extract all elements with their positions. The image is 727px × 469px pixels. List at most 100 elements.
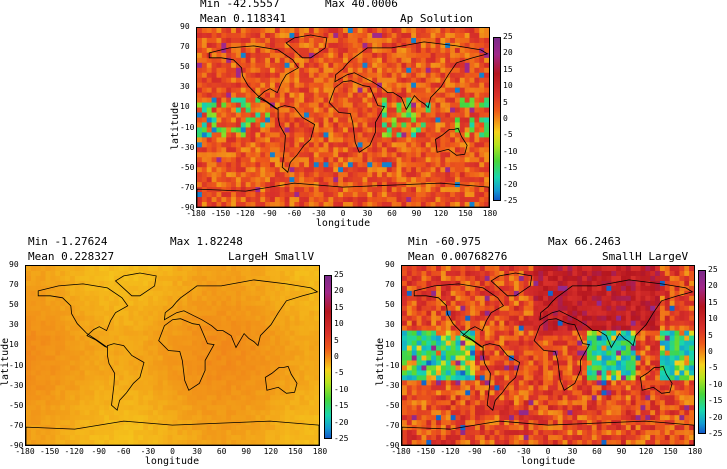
heatmap-cell xyxy=(196,340,203,347)
heatmap-cell xyxy=(265,102,271,109)
heatmap-cell xyxy=(309,295,315,302)
heatmap-cell xyxy=(396,102,402,109)
heatmap-cell xyxy=(484,42,489,49)
heatmap-cell xyxy=(367,137,373,143)
heatmap-cell xyxy=(162,425,169,431)
heatmap-cell xyxy=(45,415,52,421)
heatmap-cell xyxy=(69,400,76,406)
heatmap-cell xyxy=(391,47,398,54)
heatmap-cell xyxy=(459,28,466,34)
heatmap-cell xyxy=(211,345,218,352)
heatmap-cell xyxy=(445,310,452,317)
heatmap-cell xyxy=(255,290,261,297)
heatmap-cell xyxy=(123,285,130,292)
heatmap-cell xyxy=(138,360,144,367)
heatmap-cell xyxy=(484,305,491,312)
heatmap-cell xyxy=(474,152,480,158)
heatmap-cell xyxy=(26,390,32,396)
heatmap-cell xyxy=(357,117,364,124)
heatmap-cell xyxy=(621,285,627,292)
heatmap-cell xyxy=(274,77,281,84)
heatmap-cell xyxy=(299,97,305,104)
heatmap-cell xyxy=(69,410,76,416)
heatmap-cell xyxy=(425,72,432,79)
heatmap-cell xyxy=(469,132,475,138)
heatmap-cell xyxy=(474,172,480,178)
heatmap-cell xyxy=(157,275,164,282)
heatmap-cell xyxy=(299,410,305,416)
heatmap-cell xyxy=(416,167,422,173)
heatmap-cell xyxy=(333,162,339,168)
heatmap-cell xyxy=(157,425,164,431)
heatmap-cell xyxy=(235,87,242,94)
heatmap-cell xyxy=(294,82,300,89)
colorbar-tick-label: -25 xyxy=(334,434,349,443)
heatmap-cell xyxy=(328,112,334,119)
heatmap-cell xyxy=(138,435,144,441)
heatmap-cell xyxy=(162,390,169,396)
heatmap-cell xyxy=(674,295,680,302)
heatmap-cell xyxy=(426,266,432,272)
heatmap-cell xyxy=(216,380,222,386)
heatmap-cell xyxy=(425,97,432,104)
heatmap-cell xyxy=(113,400,120,406)
heatmap-cell xyxy=(474,57,480,64)
heatmap-cell xyxy=(123,380,130,386)
heatmap-cell xyxy=(104,410,110,416)
heatmap-cell xyxy=(260,266,266,272)
y-tick-label: 50 xyxy=(180,62,190,72)
heatmap-cell xyxy=(509,275,515,282)
heatmap-cell xyxy=(260,67,266,74)
heatmap-cell xyxy=(318,92,325,99)
heatmap-cell xyxy=(323,102,329,109)
heatmap-cell xyxy=(270,52,276,59)
heatmap-cell xyxy=(440,305,447,312)
heatmap-cell xyxy=(94,390,100,396)
heatmap-cell xyxy=(420,162,427,168)
heatmap-cell xyxy=(391,107,398,114)
heatmap-cell xyxy=(543,290,549,297)
heatmap-cell xyxy=(231,192,237,198)
heatmap-cell xyxy=(172,345,178,352)
colorbar-tick-label: 10 xyxy=(334,319,344,329)
heatmap-cell xyxy=(279,202,286,207)
heatmap-cell xyxy=(201,440,208,445)
heatmap-cell xyxy=(275,380,281,386)
heatmap-cell xyxy=(167,295,174,302)
heatmap-cell xyxy=(99,410,105,416)
heatmap-cell xyxy=(250,152,256,158)
heatmap-cell xyxy=(270,390,276,396)
heatmap-cell xyxy=(45,270,52,277)
heatmap-cell xyxy=(192,375,198,381)
heatmap-cell xyxy=(211,87,218,94)
heatmap-cell xyxy=(226,395,232,401)
heatmap-cell xyxy=(255,415,261,421)
heatmap-cell xyxy=(265,47,271,54)
heatmap-cell xyxy=(123,275,130,282)
heatmap-cell xyxy=(79,270,86,277)
heatmap-cell xyxy=(401,172,407,178)
heatmap-cell xyxy=(260,300,266,307)
heatmap-cell xyxy=(206,162,213,168)
heatmap-cell xyxy=(201,305,208,312)
heatmap-cell xyxy=(192,440,198,445)
heatmap-cell xyxy=(265,142,271,148)
heatmap-cell xyxy=(45,420,52,426)
heatmap-cell xyxy=(250,142,256,148)
heatmap-cell xyxy=(284,87,291,94)
heatmap-cell xyxy=(265,325,271,332)
heatmap-cell xyxy=(206,47,213,54)
heatmap-cell xyxy=(187,385,193,391)
heatmap-cell xyxy=(231,117,237,124)
heatmap-cell xyxy=(152,325,159,332)
heatmap-cell xyxy=(79,440,86,445)
heatmap-cell xyxy=(318,37,325,44)
heatmap-cell xyxy=(470,270,476,277)
heatmap-cell xyxy=(79,365,86,372)
heatmap-cell xyxy=(255,162,261,168)
heatmap-cell xyxy=(221,425,227,431)
heatmap-cell xyxy=(265,132,271,138)
heatmap-cell xyxy=(275,290,281,297)
heatmap-cell xyxy=(50,370,56,376)
heatmap-cell xyxy=(474,32,480,39)
